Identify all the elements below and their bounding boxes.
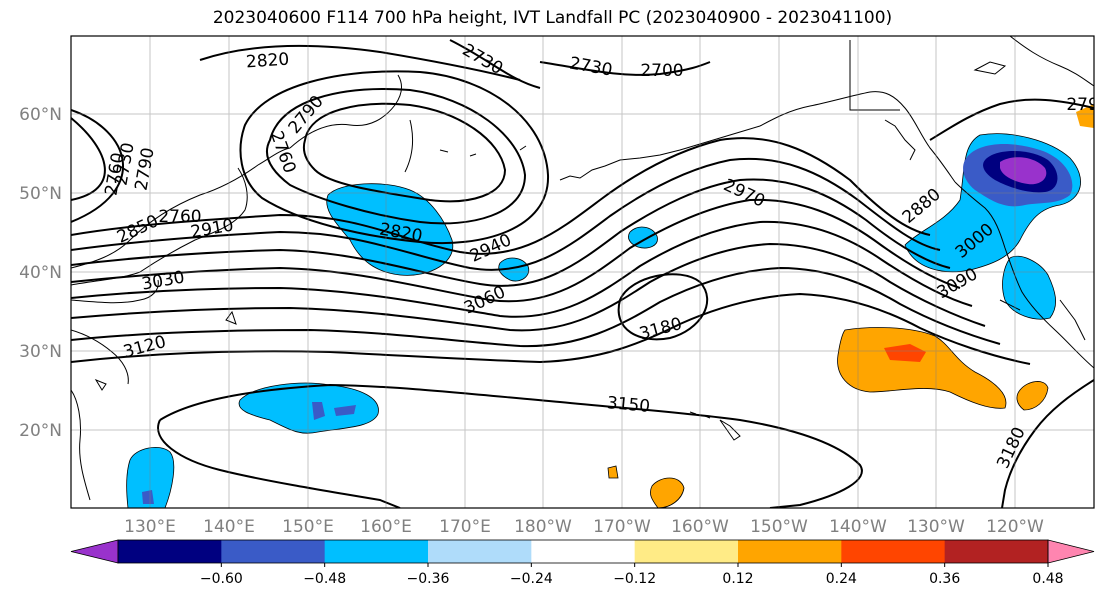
colorbar-tick-label: −0.24 [510, 571, 553, 587]
longitude-label: 130°W [907, 517, 965, 537]
latitude-label: 50°N [19, 184, 62, 204]
contour-label: 2760 [158, 207, 201, 227]
colorbar-segment [531, 540, 636, 563]
colorbar-extend-low [70, 539, 119, 564]
ivt-negative-region [628, 226, 658, 249]
colorbar-extend-high [1047, 539, 1095, 564]
longitude-label: 140°W [829, 517, 887, 537]
latitude-label: 40°N [19, 263, 62, 283]
ivt-positive-region [607, 465, 619, 479]
latitude-label: 20°N [19, 421, 62, 441]
longitude-label: 170°E [439, 517, 491, 537]
colorbar-tick-label: −0.12 [613, 571, 656, 587]
colorbar-segment [634, 540, 739, 563]
colorbar-segment [944, 540, 1049, 563]
colorbar-tick-label: −0.48 [303, 571, 346, 587]
latitude-labels: 60°N 50°N 40°N 30°N 20°N [19, 105, 62, 441]
ivt-negative-region [238, 382, 379, 434]
map-title: 2023040600 F114 700 hPa height, IVT Land… [212, 8, 893, 28]
colorbar-segment [118, 540, 222, 563]
colorbar-tick-label: 0.36 [929, 571, 960, 587]
ivt-negative-region [142, 490, 154, 504]
contour-label: 2790 [1066, 95, 1105, 115]
colorbar-tick-label: −0.60 [200, 571, 243, 587]
ivt-negative-region [1002, 255, 1057, 320]
ivt-positive-region [650, 477, 685, 508]
colorbar-segment [221, 540, 326, 563]
colorbar-tick-label: −0.36 [407, 571, 450, 587]
latitude-label: 30°N [19, 342, 62, 362]
longitude-label: 150°W [750, 517, 808, 537]
contour-label: 3150 [606, 393, 651, 417]
longitude-label: 130°E [124, 517, 176, 537]
longitude-label: 160°E [360, 517, 412, 537]
colorbar-segment [738, 540, 842, 563]
longitude-label: 180°W [514, 517, 572, 537]
longitude-label: 160°W [671, 517, 729, 537]
ivt-positive-region [1016, 381, 1049, 411]
contour-label: 2700 [640, 61, 683, 81]
map-frame [70, 35, 1095, 509]
gridlines [71, 36, 1094, 508]
contour-label: 2820 [245, 50, 290, 73]
longitude-label: 170°W [593, 517, 651, 537]
colorbar-tick-label: 0.24 [826, 571, 857, 587]
ivt-negative-region [334, 405, 356, 416]
colorbar-tick-label: 0.48 [1032, 571, 1063, 587]
ivt-positive-region [884, 344, 926, 362]
longitude-label: 140°E [203, 517, 255, 537]
ivt-positive-region [837, 327, 1007, 409]
ivt-negative-region [498, 257, 530, 282]
colorbar-outline [117, 539, 1049, 564]
colorbar-segment [841, 540, 946, 563]
longitude-labels: 130°E 140°E 150°E 160°E 170°E 180°W 170°W 160°W… [124, 517, 1044, 537]
latitude-label: 60°N [19, 105, 62, 125]
ivt-negative-region [126, 447, 175, 508]
ivt-positive-region [1076, 104, 1094, 128]
colorbar-tick-label: 0.12 [722, 571, 753, 587]
height-contours [71, 39, 1094, 508]
colorbar-segment [324, 540, 429, 563]
ivt-negative-region [312, 402, 325, 420]
ivt-negative-region [1000, 157, 1047, 185]
longitude-label: 120°W [986, 517, 1044, 537]
ivt-shading [126, 104, 1094, 508]
colorbar: −0.60 −0.48 −0.36 −0.24 −0.12 0.12 0.24 0.36 0.4… [70, 539, 1095, 587]
longitude-label: 150°E [282, 517, 334, 537]
colorbar-segment [428, 540, 532, 563]
